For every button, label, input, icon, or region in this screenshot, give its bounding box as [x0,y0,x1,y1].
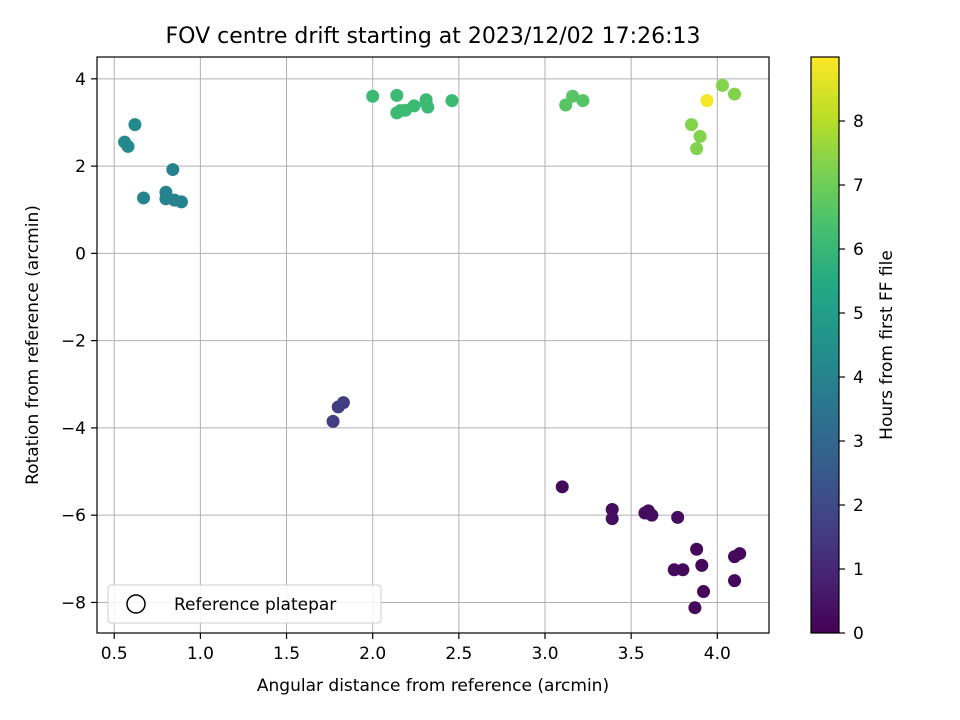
y-tick-label: 2 [75,157,86,177]
colorbar-tick-label: 5 [853,304,864,324]
data-point [728,574,742,588]
data-points [118,78,747,615]
y-axis-label: Rotation from reference (arcmin) [23,205,43,485]
data-point [733,547,747,561]
data-point [695,558,709,572]
colorbar-tick-label: 3 [853,432,864,452]
y-tick-label: −8 [61,593,86,613]
x-tick-label: 1.5 [273,644,300,664]
data-point [128,118,142,132]
data-point [676,563,690,577]
plot-frame [96,56,770,634]
colorbar-tick-label: 2 [853,496,864,516]
y-axis-ticks: 4 2 0 −2 −4 −6 −8 [61,70,97,613]
data-point [688,601,702,615]
data-point [645,508,659,522]
data-point [366,89,380,103]
data-point [121,139,135,153]
legend: Reference platepar [107,584,382,624]
data-point [715,78,729,92]
data-point [326,414,340,428]
x-axis-label: Angular distance from reference (arcmin) [257,676,609,696]
x-axis-ticks: 0.5 1.0 1.5 2.0 2.5 3.0 3.5 4.0 [101,633,731,664]
legend-box [107,584,382,624]
data-point [697,585,711,599]
data-point [690,142,704,156]
data-point [174,195,188,209]
data-point [605,503,619,517]
data-point [684,118,698,132]
x-tick-label: 4.0 [704,644,731,664]
data-point [390,88,404,102]
y-tick-label: −2 [61,332,86,352]
data-point [559,98,573,112]
data-point [690,542,704,556]
legend-label-reference-platepar: Reference platepar [174,595,336,615]
grid [97,57,769,633]
data-point [445,94,459,108]
x-tick-label: 2.0 [359,644,386,664]
colorbar [810,56,840,634]
colorbar-tick-label: 0 [853,624,864,644]
colorbar-tick-label: 1 [853,560,864,580]
data-point [555,480,569,494]
legend-marker-reference-platepar [126,594,146,614]
y-tick-label: −6 [61,506,86,526]
colorbar-label: Hours from first FF file [877,250,897,440]
colorbar-tick-label: 7 [853,176,864,196]
data-point [728,87,742,101]
x-tick-label: 2.5 [445,644,472,664]
x-tick-label: 0.5 [101,644,128,664]
y-tick-label: 4 [75,70,86,90]
x-tick-label: 3.0 [531,644,558,664]
y-tick-label: −4 [61,419,86,439]
data-point [166,163,180,177]
x-tick-label: 1.0 [187,644,214,664]
data-point [407,99,421,113]
data-point [137,191,151,205]
data-point [566,89,580,103]
colorbar-tick-label: 8 [853,112,864,132]
colorbar-tick-label: 4 [853,368,864,388]
data-point [576,94,590,108]
data-point [671,510,685,524]
data-point [605,512,619,526]
chart-title: FOV centre drift starting at 2023/12/02 … [166,24,701,49]
colorbar-tick-label: 6 [853,240,864,260]
y-tick-label: 0 [75,244,86,264]
data-point [421,100,435,114]
data-point [336,396,350,410]
x-tick-label: 3.5 [618,644,645,664]
colorbar-ticks: 0 1 2 3 4 5 6 7 8 [839,112,864,644]
data-point [693,129,707,143]
data-point [700,94,714,108]
